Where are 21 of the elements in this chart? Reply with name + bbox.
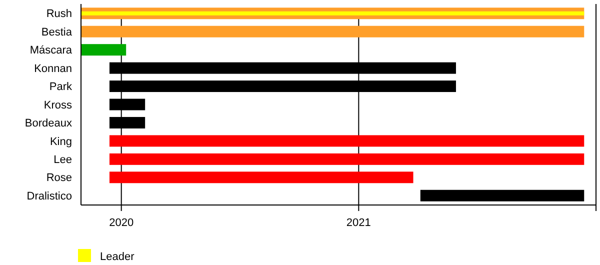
legend-label: Leader: [100, 250, 135, 263]
y-tick-label: Lee: [54, 154, 72, 166]
y-tick-label: Rush: [46, 8, 72, 20]
y-tick-label: Kross: [44, 99, 72, 112]
y-tick-label: Bordeaux: [24, 118, 72, 130]
y-tick-label: Máscara: [30, 44, 73, 57]
y-tick-label: Bestia: [41, 26, 73, 38]
x-tick-label: 2020: [109, 216, 134, 229]
x-tick-label: 2021: [346, 216, 371, 229]
bar: [109, 153, 584, 165]
bar: [81, 26, 584, 38]
y-tick-label: Rose: [46, 172, 72, 184]
bar: [81, 11, 584, 16]
y-tick-label: Dralistico: [26, 190, 72, 202]
bar: [81, 44, 126, 56]
bar: [420, 190, 584, 202]
y-tick-label: Konnan: [34, 62, 72, 75]
bar: [109, 172, 414, 184]
y-tick-label: Park: [49, 81, 72, 94]
bar: [109, 135, 584, 147]
y-tick-label: King: [50, 136, 72, 148]
